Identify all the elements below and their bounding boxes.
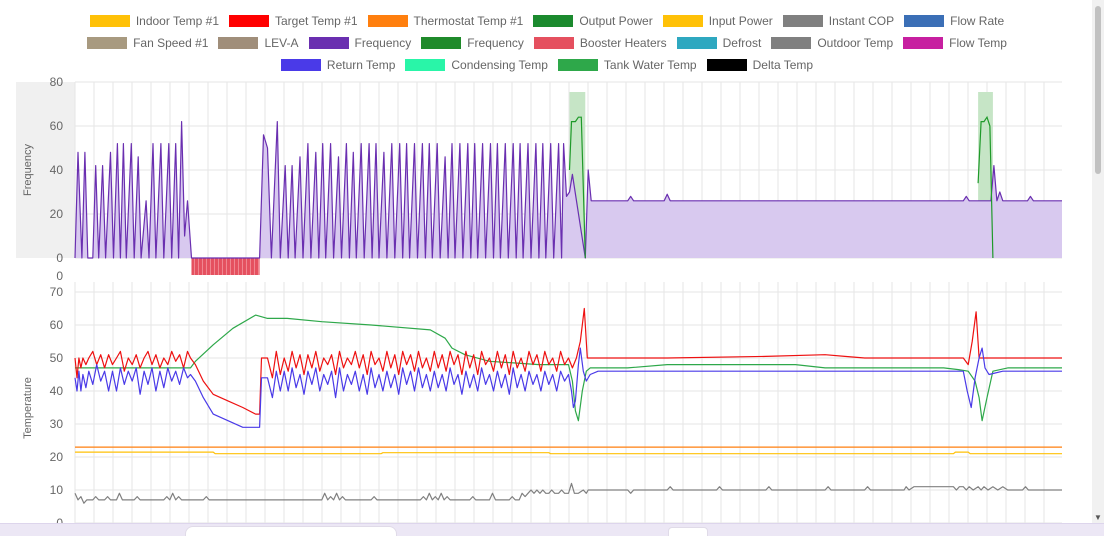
legend-swatch [662, 15, 703, 27]
legend-label: Outdoor Temp [817, 36, 894, 50]
legend-label: Condensing Temp [451, 58, 548, 72]
legend-item[interactable]: Outdoor Temp [771, 36, 893, 50]
legend-label: Fan Speed #1 [133, 36, 209, 50]
legend-swatch [367, 15, 408, 27]
legend-item[interactable]: Return Temp [280, 58, 396, 72]
legend-label: Output Power [579, 14, 653, 28]
chart-legend: Indoor Temp #1 Target Temp #1 Thermostat T… [0, 10, 1094, 76]
legend-item[interactable]: Input Power [662, 14, 773, 28]
booster-heaters-band [191, 258, 260, 275]
frequency-area [75, 121, 1062, 258]
legend-item[interactable]: Frequency [308, 36, 412, 50]
legend-swatch [421, 37, 462, 49]
legend-item[interactable]: Indoor Temp #1 [89, 14, 219, 28]
legend-swatch [218, 37, 259, 49]
legend-row: Indoor Temp #1 Target Temp #1 Thermostat T… [0, 10, 1094, 32]
outdoor-line [74, 482, 1062, 504]
legend-label: Thermostat Temp #1 [413, 14, 524, 28]
bottom-tab[interactable] [185, 526, 397, 536]
frequency-line [74, 121, 1062, 259]
legend-item[interactable]: Tank Water Temp [557, 58, 697, 72]
legend-item[interactable]: Delta Temp [706, 58, 814, 72]
y-tick-label: 0 [56, 269, 63, 283]
y-tick-label: 60 [50, 318, 64, 332]
legend-swatch [89, 15, 130, 27]
bottom-toolbar [0, 523, 1104, 536]
legend-swatch [87, 37, 128, 49]
legend-label: LEV-A [264, 36, 299, 50]
y-tick-label: 10 [50, 483, 64, 497]
legend-swatch [782, 15, 823, 27]
temperature-plot [74, 307, 1062, 504]
legend-item[interactable]: Booster Heaters [533, 36, 667, 50]
legend-label: Instant COP [828, 14, 895, 28]
axis-highlight [16, 82, 75, 258]
tank-line [75, 314, 1062, 422]
legend-label: Input Power [708, 14, 773, 28]
legend-swatch [904, 15, 945, 27]
y-tick-label: 30 [50, 417, 64, 431]
target-line [74, 307, 1062, 415]
legend-item[interactable]: Condensing Temp [405, 58, 548, 72]
legend-label: Target Temp #1 [275, 14, 358, 28]
legend-item[interactable]: Flow Rate [904, 14, 1004, 28]
scrollbar-thumb[interactable] [1095, 6, 1101, 174]
y-tick-label: 0 [56, 251, 63, 265]
legend-label: Defrost [722, 36, 762, 50]
legend-item[interactable]: Defrost [676, 36, 762, 50]
y-tick-label: 20 [50, 207, 64, 221]
legend-item[interactable]: Frequency [421, 36, 524, 50]
y-tick-label: 40 [50, 384, 64, 398]
y-tick-label: 80 [50, 75, 64, 89]
legend-swatch [533, 15, 574, 27]
legend-swatch [533, 37, 574, 49]
legend-label: Flow Rate [950, 14, 1005, 28]
legend-label: Delta Temp [752, 58, 814, 72]
y-tick-label: 20 [50, 450, 64, 464]
legend-swatch [280, 59, 321, 71]
legend-row: Fan Speed #1 LEV-A Frequency Frequency Boost… [0, 32, 1094, 54]
legend-label: Booster Heaters [579, 36, 667, 50]
legend-item[interactable]: Thermostat Temp #1 [367, 14, 524, 28]
frequency-axis-label: Frequency [22, 144, 34, 196]
legend-swatch [229, 15, 269, 27]
legend-item[interactable]: Instant COP [782, 14, 895, 28]
frequency-y-ticks: 0 20 40 60 80 [50, 75, 64, 265]
legend-swatch [405, 59, 446, 71]
legend-swatch [308, 37, 349, 49]
y-tick-label: 60 [50, 119, 64, 133]
indoor-line [75, 451, 1062, 455]
legend-swatch [903, 37, 944, 49]
legend-row: Return Temp Condensing Temp Tank Water Tem… [0, 54, 1094, 76]
legend-item[interactable]: Output Power [533, 14, 653, 28]
legend-label: Return Temp [326, 58, 396, 72]
legend-label: Indoor Temp #1 [135, 14, 219, 28]
scroll-down-arrow-icon[interactable]: ▼ [1094, 513, 1102, 522]
legend-swatch [557, 59, 598, 71]
legend-swatch [706, 59, 747, 71]
defrost-output-line [568, 115, 994, 259]
y-tick-label: 70 [50, 285, 64, 299]
legend-label: Flow Temp [949, 36, 1007, 50]
legend-swatch [771, 37, 812, 49]
legend-label: Tank Water Temp [603, 58, 697, 72]
vertical-scrollbar[interactable]: ▼ [1092, 0, 1104, 524]
y-tick-label: 50 [50, 351, 64, 365]
legend-item[interactable]: Flow Temp [903, 36, 1007, 50]
legend-swatch [676, 37, 717, 49]
legend-label: Frequency [354, 36, 412, 50]
legend-label: Frequency [467, 36, 524, 50]
y-tick-label: 40 [50, 163, 64, 177]
frequency-plot [74, 92, 1062, 275]
bottom-tab-small[interactable] [668, 527, 708, 536]
legend-item[interactable]: Fan Speed #1 [87, 36, 208, 50]
legend-item[interactable]: LEV-A [218, 36, 299, 50]
temperature-axis-label: Temperature [22, 377, 34, 439]
return-line [74, 347, 1062, 428]
legend-item[interactable]: Target Temp #1 [229, 14, 358, 28]
